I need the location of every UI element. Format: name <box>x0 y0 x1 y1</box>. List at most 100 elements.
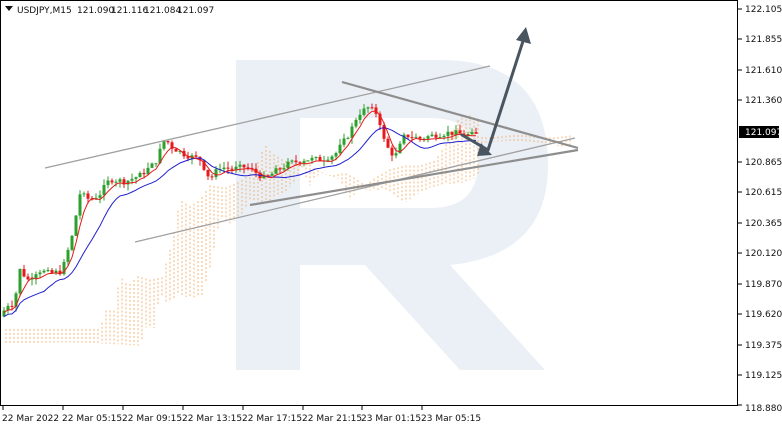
candle-body <box>174 148 178 152</box>
candle-body <box>286 161 290 169</box>
time-axis[interactable]: 22 Mar 2022 22 Mar 05:15 22 Mar 09:15 22… <box>2 406 481 424</box>
candle-body <box>290 160 294 162</box>
price-tick: 119.870 <box>745 280 782 290</box>
close-value: 121.097 <box>177 6 214 16</box>
high-value: 121.116 <box>111 6 148 16</box>
candle-body <box>214 169 218 177</box>
candle-body <box>470 132 474 135</box>
time-tick: 22 Mar 17:15 <box>242 414 302 424</box>
candle-body <box>146 167 150 175</box>
price-tick: 122.105 <box>745 5 782 15</box>
candle-body <box>230 168 234 170</box>
candle-body <box>14 293 18 307</box>
candle-body <box>206 169 210 177</box>
candle-body <box>18 268 22 294</box>
time-tick: 22 Mar 09:15 <box>122 414 182 424</box>
price-axis[interactable]: 122.105 121.855 121.610 121.360 121.097 … <box>738 5 782 414</box>
candle-body <box>306 160 310 162</box>
symbol-label: USDJPY,M15 <box>17 6 72 16</box>
candle-body <box>358 114 362 120</box>
candle-body <box>302 161 306 164</box>
plot-frame <box>0 0 738 406</box>
candle-body <box>42 270 46 273</box>
candle-body <box>474 132 478 134</box>
candle-body <box>134 177 138 179</box>
price-tick: 121.360 <box>745 96 782 106</box>
candle-body <box>54 270 58 273</box>
candle-body <box>154 163 158 165</box>
candle-body <box>402 134 406 144</box>
candle-body <box>326 159 330 161</box>
time-tick: 22 Mar 13:15 <box>182 414 242 424</box>
channel-upper-trendline[interactable] <box>44 65 491 169</box>
candle-body <box>426 136 430 139</box>
candle-body <box>382 125 386 139</box>
candle-body <box>330 156 334 160</box>
collapse-triangle-icon[interactable] <box>5 6 13 11</box>
price-tick: 119.125 <box>745 371 782 381</box>
candle-body <box>318 156 322 162</box>
candle-body <box>170 142 174 149</box>
low-value: 121.084 <box>144 6 181 16</box>
triangle-upper-trendline[interactable] <box>341 80 579 150</box>
candle-body <box>458 130 462 134</box>
time-tick: 22 Mar 21:15 <box>302 414 362 424</box>
candle-body <box>354 119 358 127</box>
candle-body <box>62 261 66 275</box>
candle-body <box>222 167 226 170</box>
candle-body <box>22 268 26 277</box>
candle-body <box>246 167 250 169</box>
candle-body <box>410 137 414 139</box>
price-tick: 120.365 <box>745 219 782 229</box>
candle-body <box>46 270 50 272</box>
chart-header: USDJPY,M15 121.090 121.116 121.084 121.0… <box>5 6 214 16</box>
candle-body <box>394 153 398 156</box>
candle-body <box>34 274 38 279</box>
watermark-logo <box>236 60 548 370</box>
current-price-marker <box>739 126 779 138</box>
price-tick: 119.620 <box>745 310 782 320</box>
candle-body <box>270 173 274 176</box>
candle-body <box>342 138 346 145</box>
price-tick: 120.615 <box>745 188 782 198</box>
candle-body <box>422 138 426 140</box>
channel-lower-trendline[interactable] <box>134 137 576 243</box>
open-value: 121.090 <box>77 6 114 16</box>
candle-body <box>186 156 190 159</box>
candle-body <box>370 107 374 109</box>
candle-body <box>250 167 254 169</box>
candle-body <box>130 178 134 181</box>
candle-body <box>262 175 266 179</box>
candle-body <box>6 305 10 311</box>
candle-body <box>398 143 402 154</box>
candle-body <box>66 249 70 262</box>
candle-body <box>378 113 382 126</box>
candle-body <box>26 276 30 280</box>
candle-body <box>350 126 354 138</box>
candle-body <box>118 179 122 182</box>
triangle-lower-trendline[interactable] <box>249 148 579 207</box>
candle-body <box>238 164 242 167</box>
candle-body <box>338 144 342 154</box>
candle-body <box>122 179 126 185</box>
candle-body <box>102 185 106 196</box>
candle-body <box>30 278 34 280</box>
candle-body <box>142 172 146 175</box>
candle-body <box>314 156 318 158</box>
candle-body <box>434 134 438 138</box>
tenkan-sen-line <box>3 110 476 313</box>
candle-body <box>138 172 142 178</box>
candle-body <box>274 168 278 174</box>
price-tick: 120.865 <box>745 158 782 168</box>
price-tick: 119.375 <box>745 341 782 351</box>
kijun-sen-line <box>3 127 477 318</box>
forecast-arrow-head-up <box>516 27 531 44</box>
candle-body <box>38 272 42 275</box>
candle-body <box>334 153 338 157</box>
candle-body <box>266 175 270 177</box>
candle-body <box>178 150 182 152</box>
candle-body <box>362 108 366 115</box>
candle-body <box>442 135 446 138</box>
